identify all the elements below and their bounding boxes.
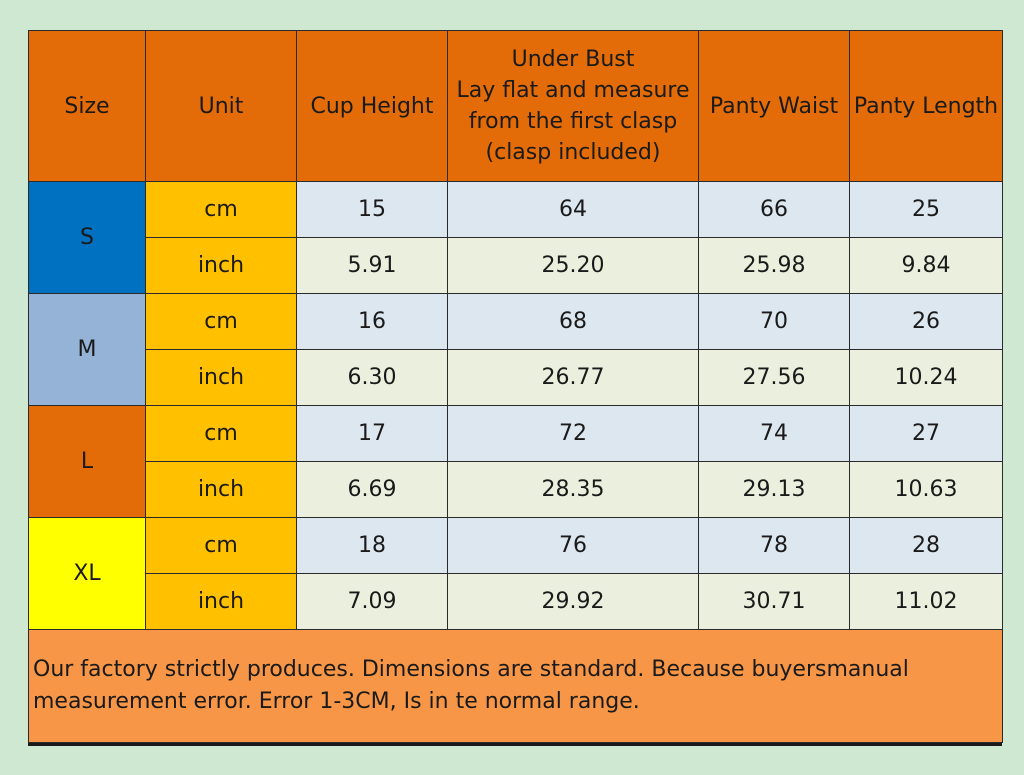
note-line: measurement error. Error 1-3CM, Is in te… bbox=[33, 689, 640, 714]
under-bust-cell: 72 bbox=[447, 405, 699, 462]
cup-height-cell: 15 bbox=[296, 181, 448, 238]
panty-length-cell: 27 bbox=[849, 405, 1003, 462]
size-cell: XL bbox=[28, 517, 146, 630]
unit-cell: cm bbox=[145, 517, 297, 574]
table-row: XL cm 18 76 78 28 bbox=[28, 517, 1003, 630]
header-row: Size Unit Cup Height Under Bust Lay flat… bbox=[28, 30, 1003, 182]
size-cell: S bbox=[28, 181, 146, 294]
under-bust-cell: 25.20 bbox=[447, 237, 699, 294]
cup-height-cell: 7.09 bbox=[296, 573, 448, 630]
panty-waist-cell: 66 bbox=[698, 181, 850, 238]
under-bust-cell: 68 bbox=[447, 293, 699, 350]
panty-waist-cell: 70 bbox=[698, 293, 850, 350]
cup-height-cell: 17 bbox=[296, 405, 448, 462]
panty-length-cell: 25 bbox=[849, 181, 1003, 238]
header-under-bust-line: Lay flat and measure bbox=[456, 78, 690, 103]
panty-waist-cell: 29.13 bbox=[698, 461, 850, 518]
panty-waist-cell: 78 bbox=[698, 517, 850, 574]
cup-height-cell: 16 bbox=[296, 293, 448, 350]
unit-cell: cm bbox=[145, 181, 297, 238]
header-panty-length: Panty Length bbox=[849, 30, 1003, 182]
under-bust-cell: 29.92 bbox=[447, 573, 699, 630]
header-unit: Unit bbox=[145, 30, 297, 182]
header-under-bust: Under Bust Lay flat and measure from the… bbox=[447, 30, 699, 182]
unit-cell: inch bbox=[145, 461, 297, 518]
under-bust-cell: 64 bbox=[447, 181, 699, 238]
header-under-bust-line: Under Bust bbox=[511, 47, 635, 72]
under-bust-cell: 28.35 bbox=[447, 461, 699, 518]
table-row: inch 6.30 26.77 27.56 10.24 bbox=[29, 349, 1003, 406]
unit-cell: inch bbox=[145, 237, 297, 294]
table-row: inch 6.69 28.35 29.13 10.63 bbox=[29, 461, 1003, 518]
panty-waist-cell: 30.71 bbox=[698, 573, 850, 630]
panty-length-cell: 9.84 bbox=[849, 237, 1003, 294]
header-size: Size bbox=[28, 30, 146, 182]
cup-height-cell: 5.91 bbox=[296, 237, 448, 294]
unit-cell: cm bbox=[145, 405, 297, 462]
note-cell: Our factory strictly produces. Dimension… bbox=[28, 629, 1003, 743]
note-row: Our factory strictly produces. Dimension… bbox=[28, 629, 1003, 743]
size-cell: M bbox=[28, 293, 146, 406]
under-bust-cell: 76 bbox=[447, 517, 699, 574]
cup-height-cell: 6.69 bbox=[296, 461, 448, 518]
header-under-bust-line: from the first clasp bbox=[468, 109, 678, 134]
panty-waist-cell: 27.56 bbox=[698, 349, 850, 406]
panty-length-cell: 11.02 bbox=[849, 573, 1003, 630]
size-table: Size Unit Cup Height Under Bust Lay flat… bbox=[28, 30, 1003, 743]
cup-height-cell: 18 bbox=[296, 517, 448, 574]
panty-length-cell: 26 bbox=[849, 293, 1003, 350]
table-row: inch 5.91 25.20 25.98 9.84 bbox=[29, 237, 1003, 294]
header-under-bust-line: (clasp included) bbox=[485, 140, 661, 165]
panty-waist-cell: 25.98 bbox=[698, 237, 850, 294]
header-cup-height: Cup Height bbox=[296, 30, 448, 182]
under-bust-cell: 26.77 bbox=[447, 349, 699, 406]
panty-waist-cell: 74 bbox=[698, 405, 850, 462]
table-row: inch 7.09 29.92 30.71 11.02 bbox=[29, 573, 1003, 630]
header-panty-waist: Panty Waist bbox=[698, 30, 850, 182]
unit-cell: inch bbox=[145, 573, 297, 630]
size-chart: Size Unit Cup Height Under Bust Lay flat… bbox=[28, 30, 1003, 746]
panty-length-cell: 28 bbox=[849, 517, 1003, 574]
unit-cell: inch bbox=[145, 349, 297, 406]
panty-length-cell: 10.24 bbox=[849, 349, 1003, 406]
note-line: Our factory strictly produces. Dimension… bbox=[33, 657, 909, 682]
panty-length-cell: 10.63 bbox=[849, 461, 1003, 518]
unit-cell: cm bbox=[145, 293, 297, 350]
size-cell: L bbox=[28, 405, 146, 518]
cup-height-cell: 6.30 bbox=[296, 349, 448, 406]
